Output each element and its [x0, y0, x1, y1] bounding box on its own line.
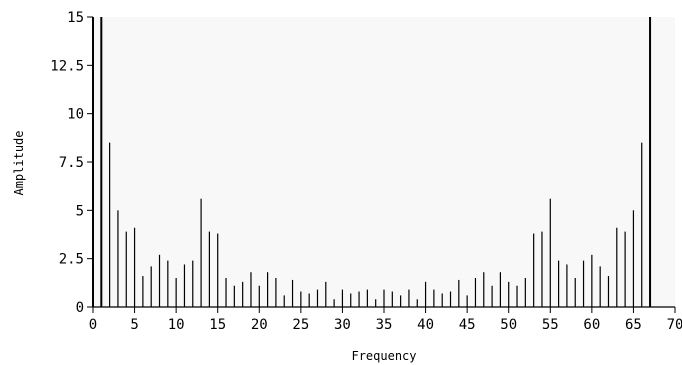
- x-tick-label: 50: [500, 317, 517, 333]
- y-tick-label: 5: [76, 203, 84, 219]
- y-tick-label: 12.5: [50, 58, 84, 74]
- x-tick-label: 55: [542, 317, 559, 333]
- x-tick-label: 10: [168, 317, 185, 333]
- x-tick-label: 65: [625, 317, 642, 333]
- y-tick-label: 15: [67, 10, 84, 26]
- x-tick-label: 0: [89, 317, 97, 333]
- x-tick-label: 45: [459, 317, 476, 333]
- x-axis-title: Frequency: [351, 349, 416, 363]
- plot-area: [93, 17, 675, 307]
- x-tick-label: 60: [583, 317, 600, 333]
- x-tick-label: 20: [251, 317, 268, 333]
- x-tick-label: 15: [209, 317, 226, 333]
- y-axis-title: Amplitude: [12, 130, 26, 195]
- x-tick-label: 70: [667, 317, 682, 333]
- x-tick-label: 5: [130, 317, 138, 333]
- x-tick-label: 40: [417, 317, 434, 333]
- y-tick-label: 7.5: [59, 155, 84, 171]
- x-tick-label: 30: [334, 317, 351, 333]
- y-tick-label: 2.5: [59, 252, 84, 268]
- x-tick-label: 25: [292, 317, 309, 333]
- y-tick-label: 0: [76, 300, 84, 316]
- y-tick-label: 10: [67, 107, 84, 123]
- x-tick-label: 35: [376, 317, 393, 333]
